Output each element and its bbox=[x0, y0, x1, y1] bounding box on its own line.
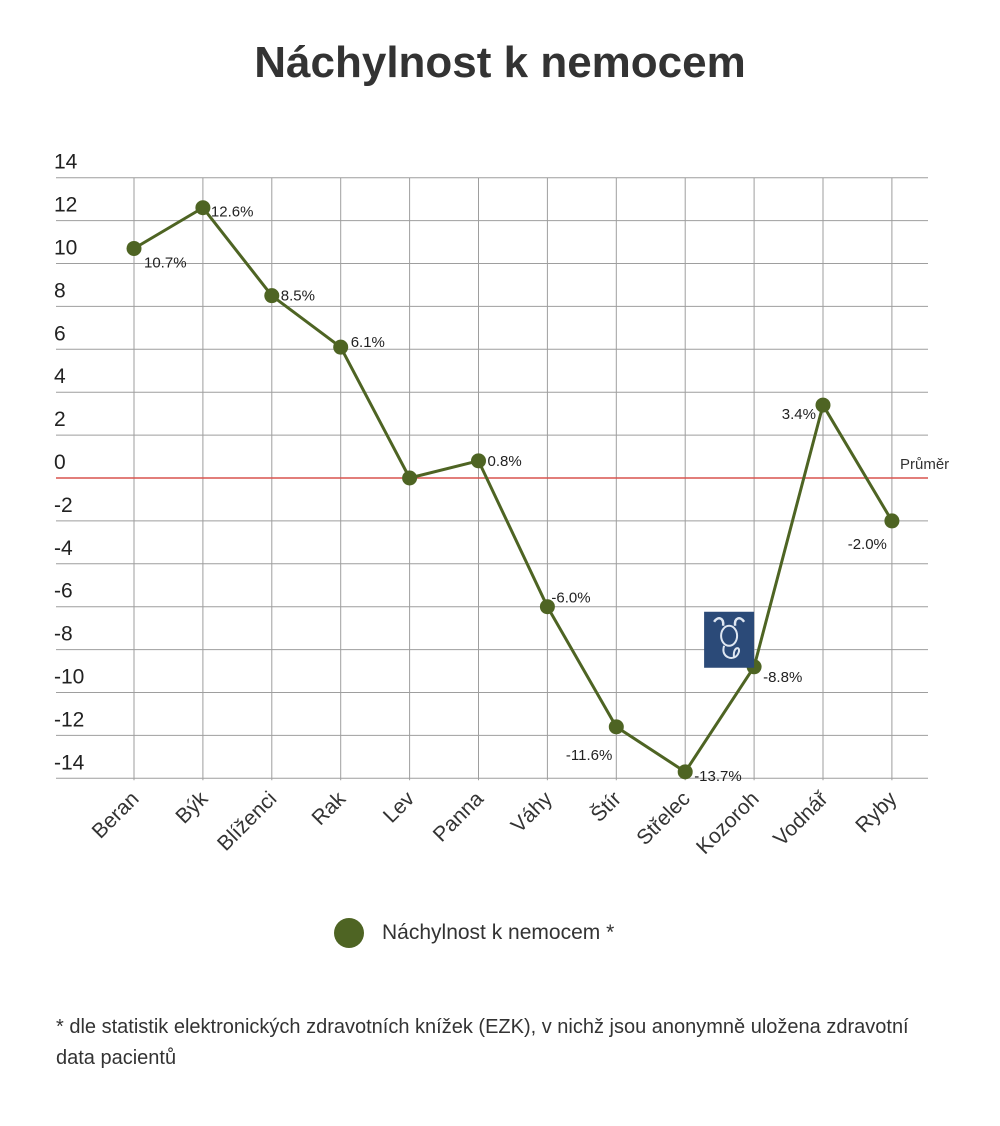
y-tick-label: -12 bbox=[54, 708, 84, 731]
data-label: -8.8% bbox=[763, 669, 802, 686]
data-label: -2.0% bbox=[848, 536, 887, 553]
x-tick-label: Ryby bbox=[851, 787, 901, 837]
data-label: -11.6% bbox=[566, 747, 612, 764]
x-tick-label: Střelec bbox=[632, 787, 694, 849]
series-group bbox=[126, 200, 900, 780]
data-label: -6.0% bbox=[551, 590, 590, 607]
footnote: * dle statistik elektronických zdravotní… bbox=[56, 1016, 909, 1069]
y-axis-ticks: 14 12 10 8 6 4 2 0 -2 -4 -6 -8 -10 -12 -14 bbox=[54, 151, 85, 775]
capricorn-horns bbox=[713, 617, 746, 626]
y-tick-label: -10 bbox=[54, 666, 84, 689]
y-tick-label: 6 bbox=[54, 322, 66, 345]
chart-title: Náchylnost k nemocem bbox=[254, 38, 746, 87]
y-tick-label: 12 bbox=[54, 194, 77, 217]
reference-line-group: Průměr bbox=[56, 456, 949, 479]
data-point bbox=[126, 240, 142, 256]
data-label: -13.7% bbox=[694, 768, 742, 785]
capricorn-tail bbox=[722, 645, 740, 659]
data-label: 3.4% bbox=[782, 406, 816, 423]
data-label: 8.5% bbox=[281, 288, 315, 305]
series-line bbox=[133, 206, 894, 774]
data-point bbox=[815, 397, 831, 413]
data-label: 6.1% bbox=[351, 334, 385, 351]
legend-label: Náchylnost k nemocem * bbox=[382, 921, 615, 944]
y-tick-label: 4 bbox=[54, 365, 66, 388]
x-tick-label: Váhy bbox=[507, 787, 557, 837]
data-label: 0.8% bbox=[488, 453, 522, 470]
x-tick-label: Rak bbox=[308, 787, 351, 830]
x-tick-label: Lev bbox=[379, 787, 420, 828]
data-point bbox=[539, 599, 555, 615]
y-tick-label: -4 bbox=[54, 537, 73, 560]
y-tick-label: -8 bbox=[54, 623, 73, 646]
x-tick-label: Kozoroh bbox=[692, 787, 764, 859]
data-label: 10.7% bbox=[144, 254, 187, 271]
data-label: 12.6% bbox=[211, 204, 254, 221]
data-point bbox=[884, 513, 900, 529]
grid bbox=[56, 177, 928, 781]
x-tick-label: Beran bbox=[88, 787, 144, 843]
y-tick-label: 0 bbox=[54, 451, 66, 474]
x-axis-ticks: Beran Býk Blíženci Rak Lev Panna Váhy Štír Střel… bbox=[88, 787, 902, 859]
legend: Náchylnost k nemocem * bbox=[334, 916, 614, 950]
x-tick-label: Býk bbox=[171, 787, 212, 828]
reference-line-label: Průměr bbox=[900, 456, 949, 473]
y-tick-label: 10 bbox=[54, 237, 77, 260]
data-point bbox=[402, 470, 418, 486]
capricorn-icon bbox=[704, 611, 755, 668]
legend-marker bbox=[334, 918, 364, 948]
x-tick-label: Panna bbox=[429, 787, 488, 846]
data-labels: 10.7% 12.6% 8.5% 6.1% 0.8% -6.0% -11.6% -13.7% -… bbox=[144, 204, 887, 785]
capricorn-badge bbox=[704, 611, 755, 668]
capricorn-head bbox=[720, 624, 739, 647]
x-tick-label: Vodnář bbox=[769, 787, 833, 851]
data-point bbox=[264, 288, 280, 304]
x-tick-label: Štír bbox=[586, 787, 625, 826]
data-point bbox=[608, 719, 624, 735]
y-tick-label: 8 bbox=[54, 279, 66, 302]
data-point bbox=[677, 764, 693, 780]
y-tick-label: 14 bbox=[54, 151, 78, 174]
y-tick-label: -6 bbox=[54, 580, 73, 603]
y-tick-label: 2 bbox=[54, 408, 66, 431]
data-point bbox=[471, 453, 486, 469]
x-tick-label: Blíženci bbox=[213, 787, 281, 855]
capricorn-icon-bg bbox=[704, 611, 755, 668]
data-point bbox=[333, 339, 349, 355]
y-tick-label: -2 bbox=[54, 494, 73, 517]
data-point bbox=[195, 200, 211, 216]
y-tick-label: -14 bbox=[54, 751, 85, 774]
